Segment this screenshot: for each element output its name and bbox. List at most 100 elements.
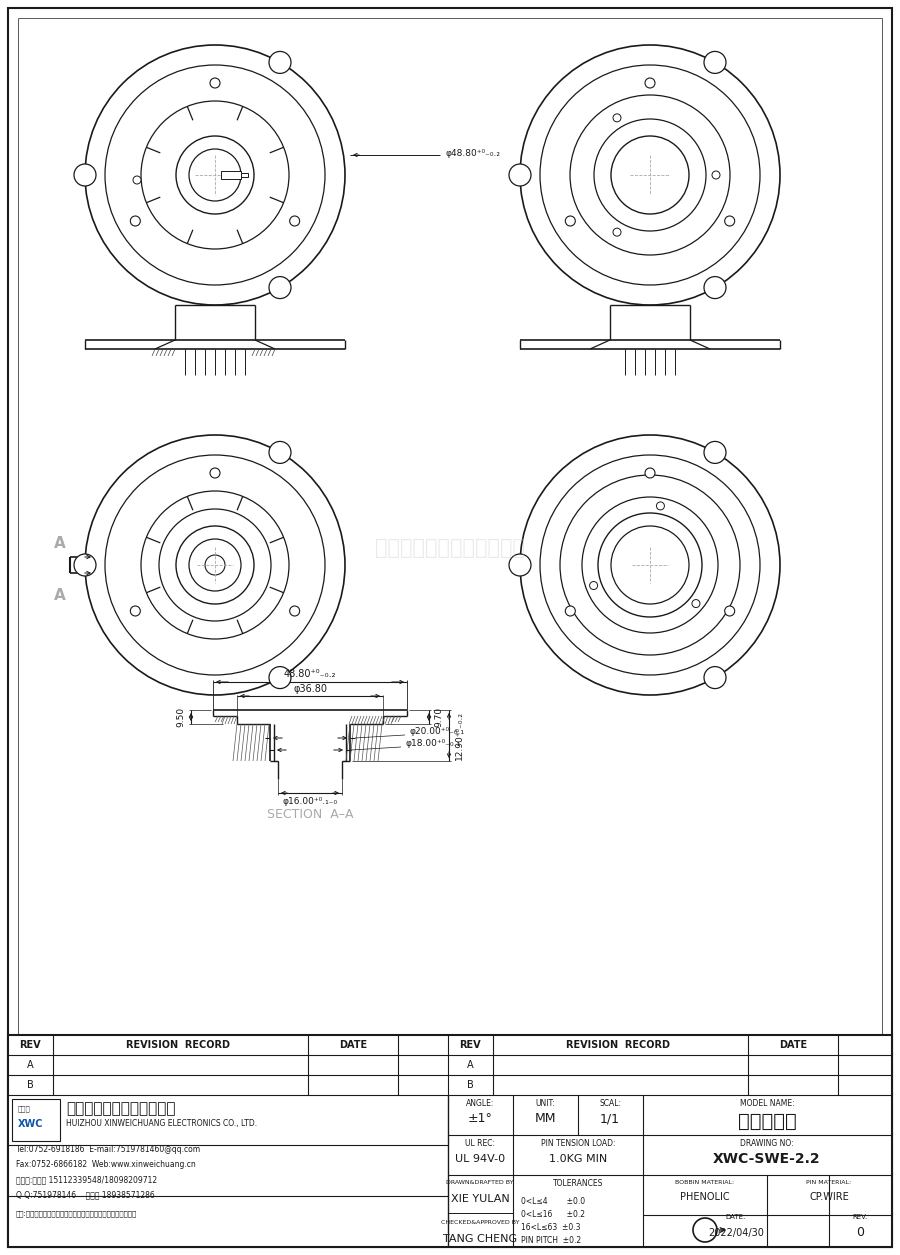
Bar bbox=[8, 1035, 892, 1247]
Text: φ36.80: φ36.80 bbox=[293, 684, 327, 694]
Circle shape bbox=[105, 456, 325, 675]
Circle shape bbox=[269, 276, 291, 299]
Text: DRAWING NO:: DRAWING NO: bbox=[740, 1138, 794, 1147]
Circle shape bbox=[704, 276, 726, 299]
Circle shape bbox=[724, 216, 734, 226]
Text: REV: REV bbox=[19, 1040, 40, 1050]
Bar bbox=[12, 1099, 60, 1141]
Text: REVISION  RECORD: REVISION RECORD bbox=[126, 1040, 230, 1050]
Text: Tel:0752-6918186  E-mail:7519781460@qq.com: Tel:0752-6918186 E-mail:7519781460@qq.co… bbox=[16, 1145, 200, 1155]
Text: DATE:: DATE: bbox=[725, 1214, 746, 1220]
Text: φ20.00⁺⁰₋₀.₁: φ20.00⁺⁰₋₀.₁ bbox=[410, 728, 465, 737]
Text: 0<L≤4        ±0.0: 0<L≤4 ±0.0 bbox=[521, 1197, 585, 1206]
Text: TOLERANCES: TOLERANCES bbox=[553, 1178, 603, 1187]
Circle shape bbox=[290, 216, 300, 226]
Text: PIN TENSION LOAD:: PIN TENSION LOAD: bbox=[541, 1138, 616, 1147]
Circle shape bbox=[540, 65, 760, 285]
Text: ±1°: ±1° bbox=[468, 1112, 492, 1126]
Text: SCAL:: SCAL: bbox=[599, 1098, 621, 1107]
Circle shape bbox=[613, 228, 621, 236]
Text: XIE YULAN: XIE YULAN bbox=[451, 1194, 509, 1204]
Text: 16<L≤63  ±0.3: 16<L≤63 ±0.3 bbox=[521, 1224, 580, 1232]
Text: REV.: REV. bbox=[852, 1214, 868, 1220]
Text: 联系人:谢玉兰 15112339548/18098209712: 联系人:谢玉兰 15112339548/18098209712 bbox=[16, 1175, 158, 1183]
Circle shape bbox=[520, 45, 780, 305]
Text: XWC: XWC bbox=[18, 1119, 43, 1130]
Circle shape bbox=[159, 510, 271, 621]
Circle shape bbox=[598, 513, 702, 617]
Circle shape bbox=[692, 600, 700, 607]
Circle shape bbox=[141, 491, 289, 639]
Circle shape bbox=[74, 553, 96, 576]
Text: DATE: DATE bbox=[339, 1040, 367, 1050]
Circle shape bbox=[141, 100, 289, 248]
Circle shape bbox=[105, 65, 325, 285]
Circle shape bbox=[704, 51, 726, 73]
Text: ANGLE:: ANGLE: bbox=[466, 1098, 494, 1107]
Circle shape bbox=[176, 526, 254, 604]
Circle shape bbox=[269, 666, 291, 689]
Text: REVISION  RECORD: REVISION RECORD bbox=[566, 1040, 670, 1050]
Circle shape bbox=[611, 136, 689, 215]
Text: A: A bbox=[27, 1060, 33, 1071]
Circle shape bbox=[133, 176, 141, 184]
Circle shape bbox=[520, 435, 780, 695]
Bar bbox=[241, 173, 248, 177]
Circle shape bbox=[269, 51, 291, 73]
Text: UNIT:: UNIT: bbox=[536, 1098, 555, 1107]
Text: 惠州市新伟创电子有限公司: 惠州市新伟创电子有限公司 bbox=[66, 1101, 176, 1116]
Text: φ16.00⁺⁰.₁₋₀: φ16.00⁺⁰.₁₋₀ bbox=[283, 797, 338, 807]
Text: BOBBIN MATERIAL:: BOBBIN MATERIAL: bbox=[675, 1181, 734, 1186]
Circle shape bbox=[712, 171, 720, 179]
Text: DATE: DATE bbox=[778, 1040, 807, 1050]
Circle shape bbox=[540, 456, 760, 675]
Circle shape bbox=[210, 78, 220, 88]
Text: 2022/04/30: 2022/04/30 bbox=[708, 1227, 764, 1237]
Text: B: B bbox=[27, 1081, 33, 1091]
Text: 9.70: 9.70 bbox=[435, 707, 444, 727]
Circle shape bbox=[704, 666, 726, 689]
Text: CP.WIRE: CP.WIRE bbox=[809, 1192, 849, 1202]
Text: 扭地机轴承: 扭地机轴承 bbox=[738, 1112, 796, 1131]
Circle shape bbox=[565, 216, 575, 226]
Circle shape bbox=[85, 45, 345, 305]
Circle shape bbox=[509, 553, 531, 576]
Circle shape bbox=[582, 497, 718, 633]
Circle shape bbox=[613, 114, 621, 122]
Text: 新伟创: 新伟创 bbox=[18, 1104, 31, 1112]
Circle shape bbox=[189, 538, 241, 591]
Text: UL 94V-0: UL 94V-0 bbox=[454, 1155, 505, 1163]
Text: HUIZHOU XINWEICHUANG ELECTRONICS CO., LTD.: HUIZHOU XINWEICHUANG ELECTRONICS CO., LT… bbox=[66, 1119, 257, 1128]
Circle shape bbox=[590, 581, 598, 590]
Text: A: A bbox=[54, 536, 66, 551]
Text: 48.80⁺⁰₋₀.₂: 48.80⁺⁰₋₀.₂ bbox=[284, 669, 337, 679]
Text: MODEL NAME:: MODEL NAME: bbox=[740, 1098, 795, 1107]
Circle shape bbox=[176, 136, 254, 215]
Circle shape bbox=[570, 95, 730, 255]
Text: PHENOLIC: PHENOLIC bbox=[680, 1192, 730, 1202]
Circle shape bbox=[290, 606, 300, 616]
Circle shape bbox=[509, 164, 531, 186]
Circle shape bbox=[189, 149, 241, 201]
Text: PIN MATERIAL:: PIN MATERIAL: bbox=[806, 1181, 851, 1186]
Text: 地址:广东省惠州市博罗县石湾镇里波水第一工业区一号厂房一楼: 地址:广东省惠州市博罗县石湾镇里波水第一工业区一号厂房一楼 bbox=[16, 1210, 138, 1216]
Circle shape bbox=[210, 468, 220, 478]
Circle shape bbox=[645, 78, 655, 88]
Circle shape bbox=[85, 435, 345, 695]
Bar bbox=[221, 171, 241, 179]
Circle shape bbox=[704, 442, 726, 463]
Circle shape bbox=[565, 606, 575, 616]
Circle shape bbox=[645, 468, 655, 478]
Text: 12.90⁺⁰₋₀.₂: 12.90⁺⁰₋₀.₂ bbox=[454, 712, 464, 761]
Text: CHECKED&APPROVED BY: CHECKED&APPROVED BY bbox=[441, 1221, 519, 1225]
Text: B: B bbox=[466, 1081, 473, 1091]
Circle shape bbox=[269, 442, 291, 463]
Text: A: A bbox=[54, 587, 66, 602]
Text: 惠州市新伟创电子有限公司: 惠州市新伟创电子有限公司 bbox=[375, 538, 525, 558]
Text: 0<L≤16      ±0.2: 0<L≤16 ±0.2 bbox=[521, 1210, 585, 1219]
Text: XWC-SWE-2.2: XWC-SWE-2.2 bbox=[713, 1152, 821, 1166]
Circle shape bbox=[560, 474, 740, 655]
Circle shape bbox=[724, 606, 734, 616]
Text: 0: 0 bbox=[856, 1226, 864, 1240]
Text: UL REC:: UL REC: bbox=[465, 1138, 495, 1147]
